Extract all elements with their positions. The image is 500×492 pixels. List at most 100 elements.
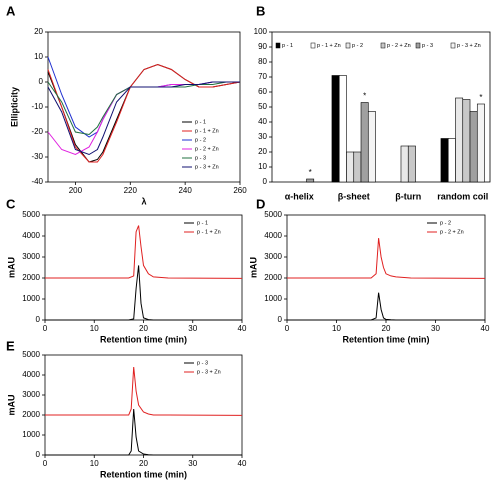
legend-label: p - 3 (422, 43, 433, 49)
y-tick-label: 0 (39, 77, 44, 86)
bar (440, 138, 449, 183)
y-tick-label: 10 (34, 52, 43, 61)
y-tick-label: 2000 (22, 410, 40, 419)
bar (346, 151, 355, 183)
y-tick-label: 2000 (22, 273, 40, 282)
bar (331, 75, 340, 183)
y-tick-label: 5000 (22, 210, 40, 219)
x-tick-label: 40 (481, 324, 490, 333)
x-tick-label: 220 (124, 186, 138, 195)
annotation: * (479, 93, 482, 102)
y-tick-label: 10 (258, 162, 267, 171)
legend-label: p - 1 (197, 220, 208, 226)
y-tick-label: 4000 (22, 370, 40, 379)
x-tick-label: 10 (90, 324, 99, 333)
legend-label: p - 1 + Zn (197, 229, 221, 235)
category-label: β-sheet (338, 191, 370, 201)
y-tick-label: 4000 (22, 231, 40, 240)
x-tick-label: 10 (332, 324, 341, 333)
legend-label: p - 2 (440, 220, 451, 226)
y-tick-label: 1000 (264, 294, 282, 303)
legend-label: p - 1 + Zn (317, 43, 341, 49)
y-tick-label: 5000 (264, 210, 282, 219)
y-tick-label: 60 (258, 87, 267, 96)
legend-swatch (380, 42, 386, 49)
x-axis-title: Retention time (min) (100, 334, 187, 344)
legend-label: p - 3 (195, 155, 206, 161)
bar (462, 99, 471, 183)
y-tick-label: 30 (258, 132, 267, 141)
y-tick-label: 80 (258, 57, 267, 66)
y-tick-label: 40 (258, 117, 267, 126)
series-line (47, 63, 241, 163)
y-tick-label: 1000 (22, 294, 40, 303)
y-tick-label: 70 (258, 72, 267, 81)
x-tick-label: 30 (431, 324, 440, 333)
y-axis-title: Ellipticity (9, 87, 19, 127)
bar (447, 138, 456, 183)
y-tick-label: 2000 (264, 273, 282, 282)
x-tick-label: 0 (43, 324, 48, 333)
panel-label: E (6, 338, 15, 353)
category-label: α-helix (285, 191, 314, 201)
bar (469, 111, 478, 183)
y-tick-label: 4000 (264, 231, 282, 240)
series-line (45, 265, 242, 321)
category-label: random coil (437, 191, 488, 201)
x-tick-label: 20 (382, 324, 391, 333)
legend-label: p - 1 + Zn (195, 128, 219, 134)
bar (407, 145, 416, 183)
legend-label: p - 3 + Zn (197, 369, 221, 375)
x-tick-label: 20 (139, 459, 148, 468)
series-line (287, 238, 486, 279)
x-tick-label: 20 (139, 324, 148, 333)
x-axis-title: Retention time (min) (343, 334, 430, 344)
x-tick-label: 30 (188, 324, 197, 333)
legend-swatch (275, 42, 281, 49)
y-tick-label: 0 (36, 450, 41, 459)
x-tick-label: 240 (178, 186, 192, 195)
y-tick-label: -10 (31, 102, 43, 111)
y-tick-label: 0 (278, 315, 283, 324)
category-label: β-turn (395, 191, 421, 201)
y-axis-title: mAU (248, 257, 258, 278)
panel-label: A (6, 3, 16, 18)
y-axis-title: mAU (6, 257, 16, 278)
y-tick-label: 3000 (264, 252, 282, 261)
y-tick-label: 3000 (22, 390, 40, 399)
legend-label: p - 3 (197, 360, 208, 366)
y-tick-label: 0 (36, 315, 41, 324)
legend-label: p - 1 (195, 119, 206, 125)
y-tick-label: 3000 (22, 252, 40, 261)
legend-swatch (450, 42, 456, 49)
y-tick-label: -20 (31, 127, 43, 136)
bar (353, 151, 362, 183)
x-tick-label: 10 (90, 459, 99, 468)
series-line (47, 81, 240, 156)
legend-label: p - 2 (352, 43, 363, 49)
legend-label: p - 1 (282, 43, 293, 49)
x-tick-label: 30 (188, 459, 197, 468)
x-axis-title: λ (141, 196, 146, 206)
series-line (47, 81, 240, 136)
bar (360, 102, 369, 183)
bar (455, 97, 464, 183)
y-tick-label: 90 (258, 42, 267, 51)
legend-swatch (345, 42, 351, 49)
series-line (45, 408, 242, 456)
series-line (45, 366, 243, 416)
plot-frame (47, 31, 241, 183)
y-tick-label: -30 (31, 152, 43, 161)
bar (306, 178, 315, 183)
x-tick-label: 40 (238, 324, 247, 333)
annotation: * (309, 168, 312, 177)
legend-label: p - 3 + Zn (457, 43, 481, 49)
y-tick-label: 50 (258, 102, 267, 111)
y-tick-label: 20 (258, 147, 267, 156)
y-tick-label: 0 (263, 177, 268, 186)
legend-swatch (310, 42, 316, 49)
y-tick-label: 1000 (22, 430, 40, 439)
panel-label: D (256, 196, 265, 211)
x-tick-label: 0 (43, 459, 48, 468)
